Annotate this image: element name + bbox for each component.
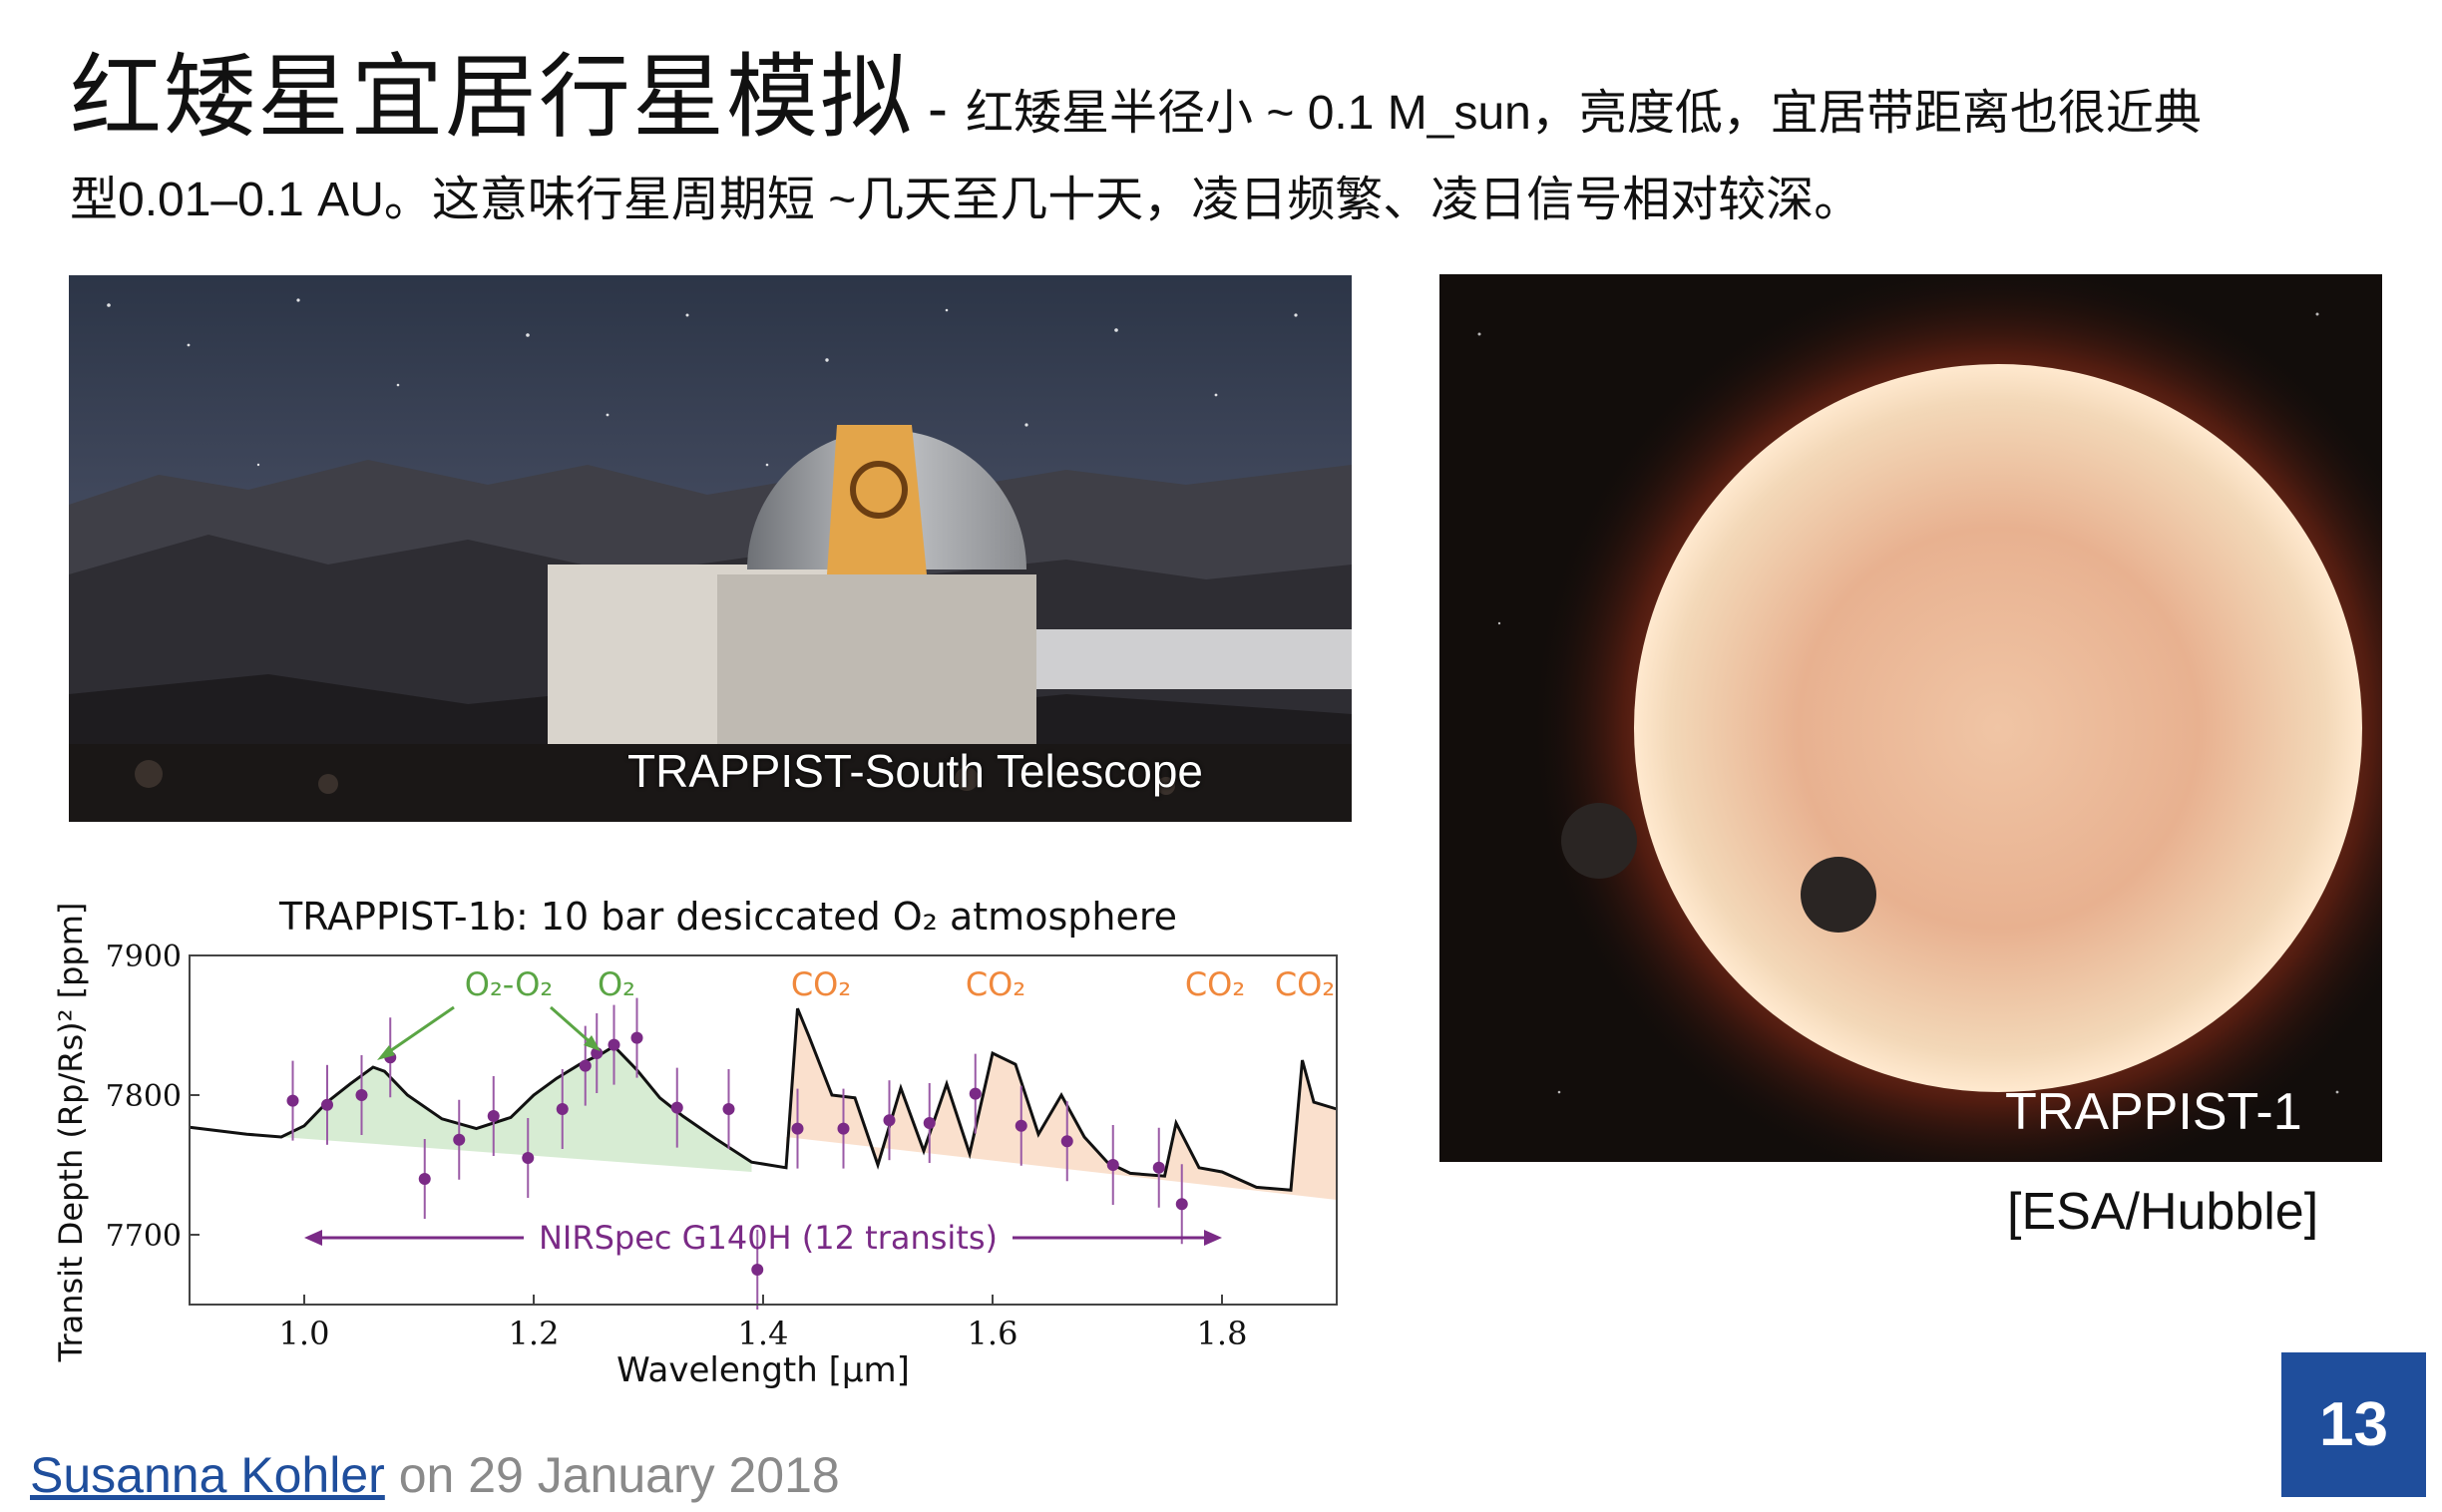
x-tick-label: 1.4 <box>738 1315 789 1352</box>
footer-date: on 29 January 2018 <box>384 1447 840 1503</box>
annotation-co2-1: CO₂ <box>791 965 851 1003</box>
chart-title: TRAPPIST-1b: 10 bar desiccated O₂ atmosp… <box>278 895 1177 939</box>
observed-point <box>453 1133 466 1146</box>
y-tick-label: 7800 <box>106 1079 182 1114</box>
footer-attribution: Susanna Kohler on 29 January 2018 <box>30 1446 840 1504</box>
observed-point <box>579 1059 592 1072</box>
observed-point <box>1175 1198 1188 1211</box>
observed-point <box>487 1110 500 1122</box>
observed-point <box>751 1264 764 1276</box>
annotation-co2-2: CO₂ <box>966 965 1025 1003</box>
title-description-line1: 红矮星半径小 ~ 0.1 M_sun，亮度低，宜居带距离也很近典 <box>966 87 2202 140</box>
trappist-caption: TRAPPIST-1 <box>2005 1083 2302 1141</box>
observed-point <box>522 1152 535 1164</box>
range-arrow-layer: NIRSpec G140H (12 transits) <box>304 1219 1222 1257</box>
observed-point <box>630 1031 643 1044</box>
observed-point <box>1060 1135 1073 1148</box>
star-illustration <box>1439 274 2382 1162</box>
o2o2-arrow <box>383 1005 455 1057</box>
observed-point <box>670 1101 683 1114</box>
chart-svg: TRAPPIST-1b: 10 bar desiccated O₂ atmosp… <box>52 895 1338 1390</box>
o2-arrow <box>550 1005 595 1047</box>
observed-point <box>722 1103 735 1115</box>
x-axis-label: Wavelength [μm] <box>616 1350 910 1390</box>
observed-point <box>837 1122 850 1135</box>
observed-point <box>321 1098 333 1111</box>
observed-point <box>556 1103 569 1115</box>
annotation-layer: O₂-O₂ O₂ CO₂ CO₂ CO₂ CO₂ <box>377 965 1335 1060</box>
title-dash: - <box>928 75 948 142</box>
observed-point <box>883 1114 896 1127</box>
annotation-co2-3: CO₂ <box>1185 965 1245 1003</box>
y-tick-label: 7700 <box>106 1219 182 1254</box>
observed-point <box>608 1038 620 1051</box>
telescope-illustration <box>69 275 1352 822</box>
range-label: NIRSpec G140H (12 transits) <box>539 1219 998 1257</box>
observed-point <box>791 1122 804 1135</box>
model-spectrum-line <box>189 1007 1338 1192</box>
observed-point <box>286 1094 299 1107</box>
observed-point <box>418 1173 431 1185</box>
x-tick-label: 1.2 <box>509 1315 560 1352</box>
axis-ticks-layer: 1.0 1.2 1.4 1.6 1.8 7700 7800 7900 <box>106 940 1248 1352</box>
observed-point <box>1152 1161 1165 1174</box>
annotation-o2: O₂ <box>598 965 635 1003</box>
observed-points-layer <box>286 997 1188 1310</box>
o2-fill-region <box>281 1046 752 1172</box>
observed-point <box>1106 1159 1119 1171</box>
annotation-co2-4: CO₂ <box>1275 965 1335 1003</box>
transmission-spectrum-chart: TRAPPIST-1b: 10 bar desiccated O₂ atmosp… <box>40 878 1357 1396</box>
x-tick-label: 1.0 <box>279 1315 330 1352</box>
range-arrowhead-left <box>304 1230 322 1246</box>
observed-point <box>355 1089 368 1101</box>
co2-fill-region <box>786 1008 1337 1200</box>
title-description-line2: 型0.01–0.1 AU。这意味行星周期短 ~几天至几十天，凌日频繁、凌日信号相… <box>70 174 1862 226</box>
range-arrowhead-right <box>1204 1230 1222 1246</box>
model-layer <box>189 1007 1338 1192</box>
o2-arrowhead <box>584 1035 601 1051</box>
y-axis-label: Transit Depth (Rp/Rs)² [ppm] <box>52 903 90 1363</box>
x-tick-label: 1.8 <box>1197 1315 1248 1352</box>
y-tick-label: 7900 <box>106 940 182 974</box>
author-link[interactable]: Susanna Kohler <box>30 1447 385 1503</box>
annotation-o2o2: O₂-O₂ <box>465 965 553 1003</box>
trappist-1-illustration: TRAPPIST-1 <box>1439 274 2382 1162</box>
slide-title: 红矮星宜居行星模拟 <box>70 47 915 149</box>
o2o2-arrowhead <box>377 1045 395 1060</box>
telescope-photo: TRAPPIST-South Telescope <box>69 275 1352 822</box>
observed-point <box>923 1117 936 1129</box>
x-tick-label: 1.6 <box>968 1315 1018 1352</box>
telescope-caption: TRAPPIST-South Telescope <box>627 745 1203 797</box>
observed-point <box>1015 1119 1027 1132</box>
image-credit: [ESA/Hubble] <box>2007 1183 2319 1241</box>
page-number-badge: 13 <box>2281 1352 2426 1497</box>
slide-title-line1: 红矮星宜居行星模拟 - 红矮星半径小 ~ 0.1 M_sun，亮度低，宜居带距离也很… <box>70 48 2404 148</box>
observed-point <box>969 1087 982 1100</box>
